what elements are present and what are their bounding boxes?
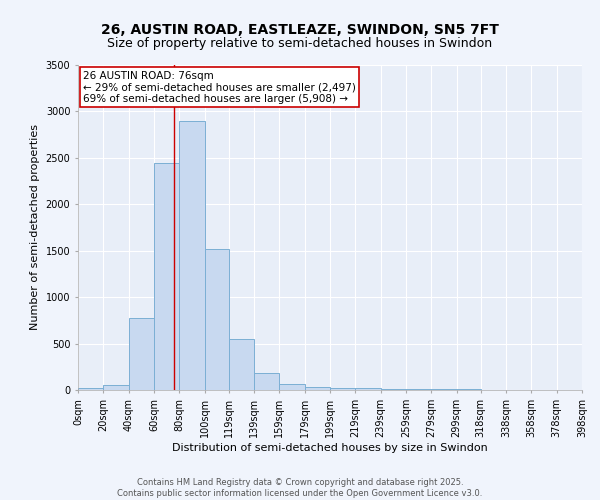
Bar: [355, 388, 380, 390]
Bar: [128, 318, 154, 390]
Text: Size of property relative to semi-detached houses in Swindon: Size of property relative to semi-detach…: [107, 38, 493, 51]
Bar: [380, 388, 406, 390]
X-axis label: Distribution of semi-detached houses by size in Swindon: Distribution of semi-detached houses by …: [172, 442, 488, 452]
Bar: [305, 387, 330, 390]
Bar: [254, 373, 280, 390]
Bar: [229, 339, 254, 390]
Bar: [154, 162, 179, 390]
Bar: [205, 249, 229, 390]
Text: 26 AUSTIN ROAD: 76sqm
← 29% of semi-detached houses are smaller (2,497)
69% of s: 26 AUSTIN ROAD: 76sqm ← 29% of semi-deta…: [83, 70, 356, 104]
Y-axis label: Number of semi-detached properties: Number of semi-detached properties: [30, 124, 40, 330]
Bar: [330, 388, 355, 390]
Bar: [179, 120, 205, 390]
Bar: [280, 384, 305, 390]
Text: Contains HM Land Registry data © Crown copyright and database right 2025.
Contai: Contains HM Land Registry data © Crown c…: [118, 478, 482, 498]
Text: 26, AUSTIN ROAD, EASTLEAZE, SWINDON, SN5 7FT: 26, AUSTIN ROAD, EASTLEAZE, SWINDON, SN5…: [101, 22, 499, 36]
Bar: [78, 388, 103, 390]
Bar: [431, 389, 457, 390]
Bar: [406, 389, 431, 390]
Bar: [103, 386, 128, 390]
